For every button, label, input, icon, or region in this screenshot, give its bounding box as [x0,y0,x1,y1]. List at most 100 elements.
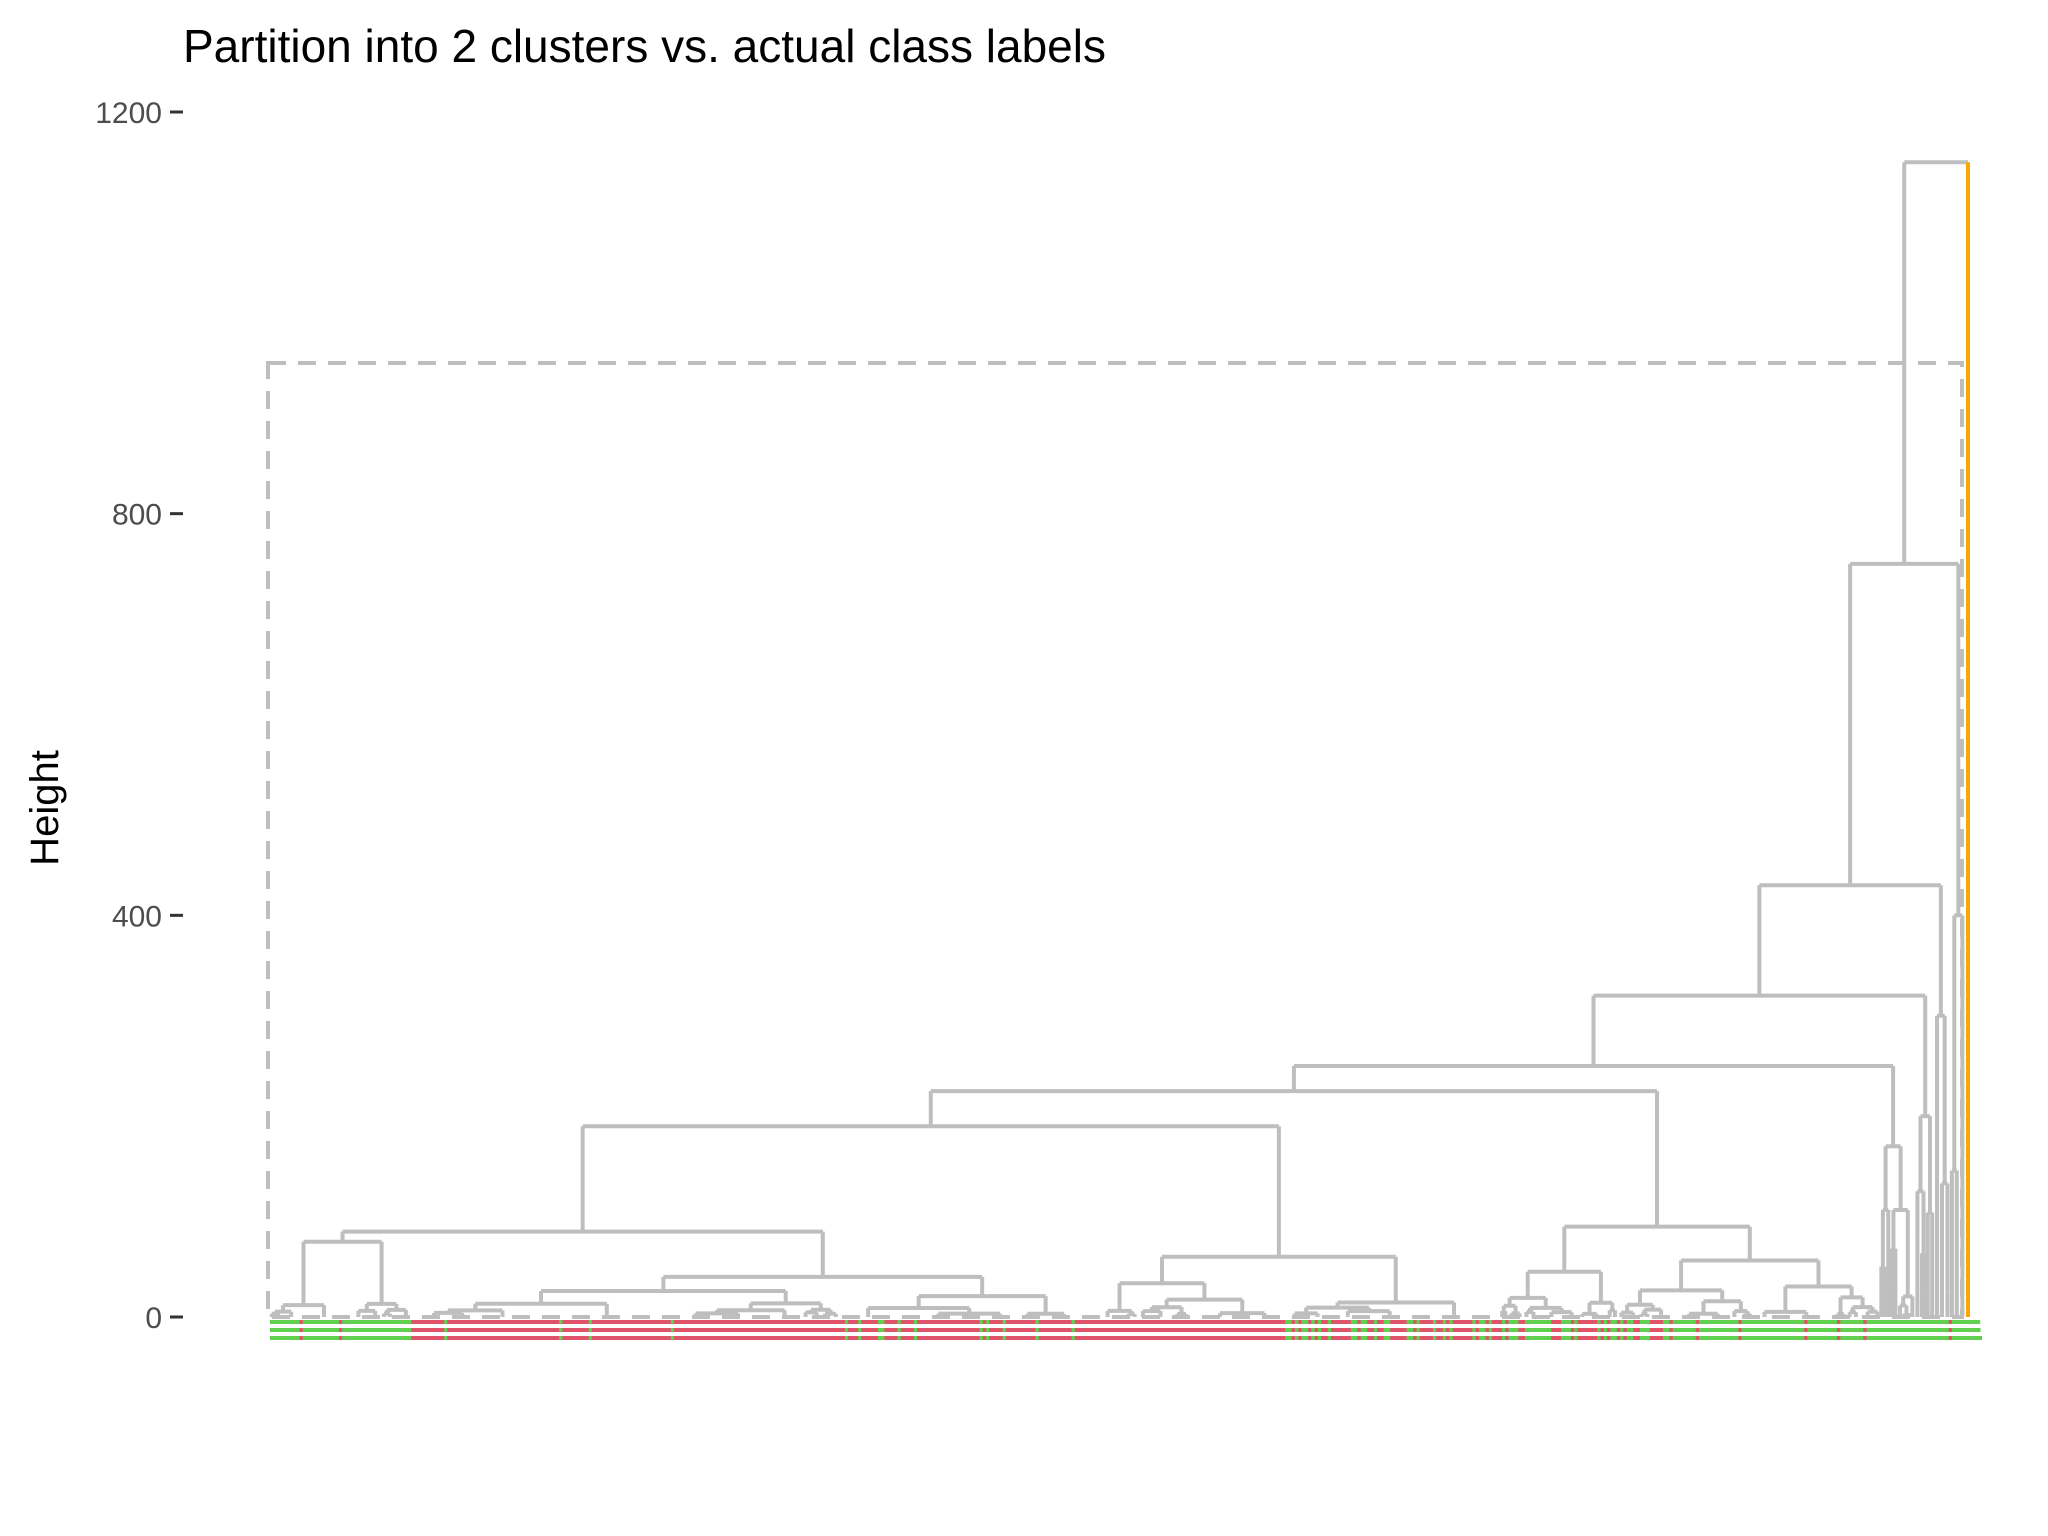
leaf-label [1584,1336,1590,1340]
leaf-label [1045,1336,1051,1340]
leaf-label [1955,1336,1962,1340]
leaf-label [1955,1320,1962,1324]
leaf-label [1137,1328,1144,1332]
leaf-label [1630,1328,1635,1332]
leaf-label [595,1328,601,1332]
leaf-label [766,1328,773,1332]
leaf-label [322,1328,328,1332]
leaf-label [1600,1328,1605,1332]
leaf-label [1012,1328,1019,1332]
leaf-label [1304,1320,1309,1324]
leaf-label [775,1336,781,1340]
leaf-label [371,1328,378,1332]
leaf-label [1685,1328,1691,1332]
leaf-label [897,1320,903,1324]
leaf-label [992,1328,999,1332]
leaf-label [329,1336,335,1340]
leaf-label [1912,1336,1917,1340]
leaf-label [1682,1336,1687,1340]
leaf-label [1866,1336,1873,1340]
leaf-label [591,1320,598,1324]
leaf-label [1945,1336,1951,1340]
leaf-label [1695,1336,1701,1340]
leaf-label [1314,1320,1320,1324]
leaf-label [509,1328,515,1332]
leaf-label [1186,1320,1192,1324]
leaf-label [854,1336,861,1340]
leaf-label [286,1320,292,1324]
leaf-label [522,1328,528,1332]
leaf-label [1275,1336,1281,1340]
leaf-label [726,1328,732,1332]
leaf-label [1419,1328,1427,1332]
leaf-label [1639,1320,1645,1324]
leaf-label [1327,1336,1332,1340]
leaf-label [473,1336,479,1340]
leaf-label [286,1328,293,1332]
leaf-label [1354,1328,1361,1332]
leaf-label [828,1320,834,1324]
leaf-label [1409,1320,1417,1324]
leaf-label [1117,1320,1123,1324]
leaf-label [1626,1328,1632,1332]
leaf-label [913,1336,920,1340]
leaf-label [769,1328,776,1332]
leaf-label [1015,1328,1022,1332]
leaf-label [890,1320,897,1324]
leaf-label [532,1336,540,1340]
leaf-label [1439,1320,1445,1324]
leaf-label [930,1328,936,1332]
leaf-label [342,1328,349,1332]
leaf-label [1682,1328,1689,1332]
leaf-label [394,1328,400,1332]
leaf-label [1337,1320,1345,1324]
leaf-label [825,1328,832,1332]
leaf-label [361,1320,368,1324]
leaf-label [1032,1336,1039,1340]
leaf-label [1876,1320,1883,1324]
leaf-label [1475,1320,1481,1324]
leaf-label [871,1328,877,1332]
leaf-label [1676,1328,1682,1332]
leaf-label [1961,1320,1968,1324]
leaf-label [795,1320,802,1324]
leaf-label [1281,1336,1287,1340]
leaf-label [398,1320,403,1324]
leaf-label [743,1328,750,1332]
leaf-label [920,1320,926,1324]
leaf-label [1442,1328,1448,1332]
leaf-label [706,1328,713,1332]
leaf-label [1111,1336,1117,1340]
leaf-label [299,1320,305,1324]
leaf-label [1584,1320,1590,1324]
leaf-label [1623,1328,1629,1332]
leaf-label [1505,1336,1511,1340]
leaf-label [1186,1328,1192,1332]
leaf-label [365,1320,372,1324]
leaf-label [1518,1320,1524,1324]
leaf-label [802,1320,809,1324]
leaf-label [1777,1336,1784,1340]
leaf-label [430,1328,438,1332]
leaf-label [1104,1336,1109,1340]
leaf-label [716,1328,722,1332]
leaf-label [1212,1328,1218,1332]
leaf-label [729,1320,735,1324]
leaf-label [766,1336,773,1340]
leaf-label [361,1328,367,1332]
leaf-label [1258,1328,1266,1332]
leaf-label [605,1320,610,1324]
leaf-label [1311,1328,1316,1332]
leaf-label [798,1320,806,1324]
leaf-label [1143,1336,1149,1340]
leaf-label [1396,1320,1401,1324]
leaf-label [874,1320,881,1324]
leaf-label [1406,1328,1413,1332]
leaf-label [664,1336,671,1340]
leaf-label [1952,1336,1959,1340]
leaf-label [1446,1336,1453,1340]
leaf-label [1810,1328,1817,1332]
leaf-label [1377,1320,1382,1324]
leaf-label [884,1336,891,1340]
